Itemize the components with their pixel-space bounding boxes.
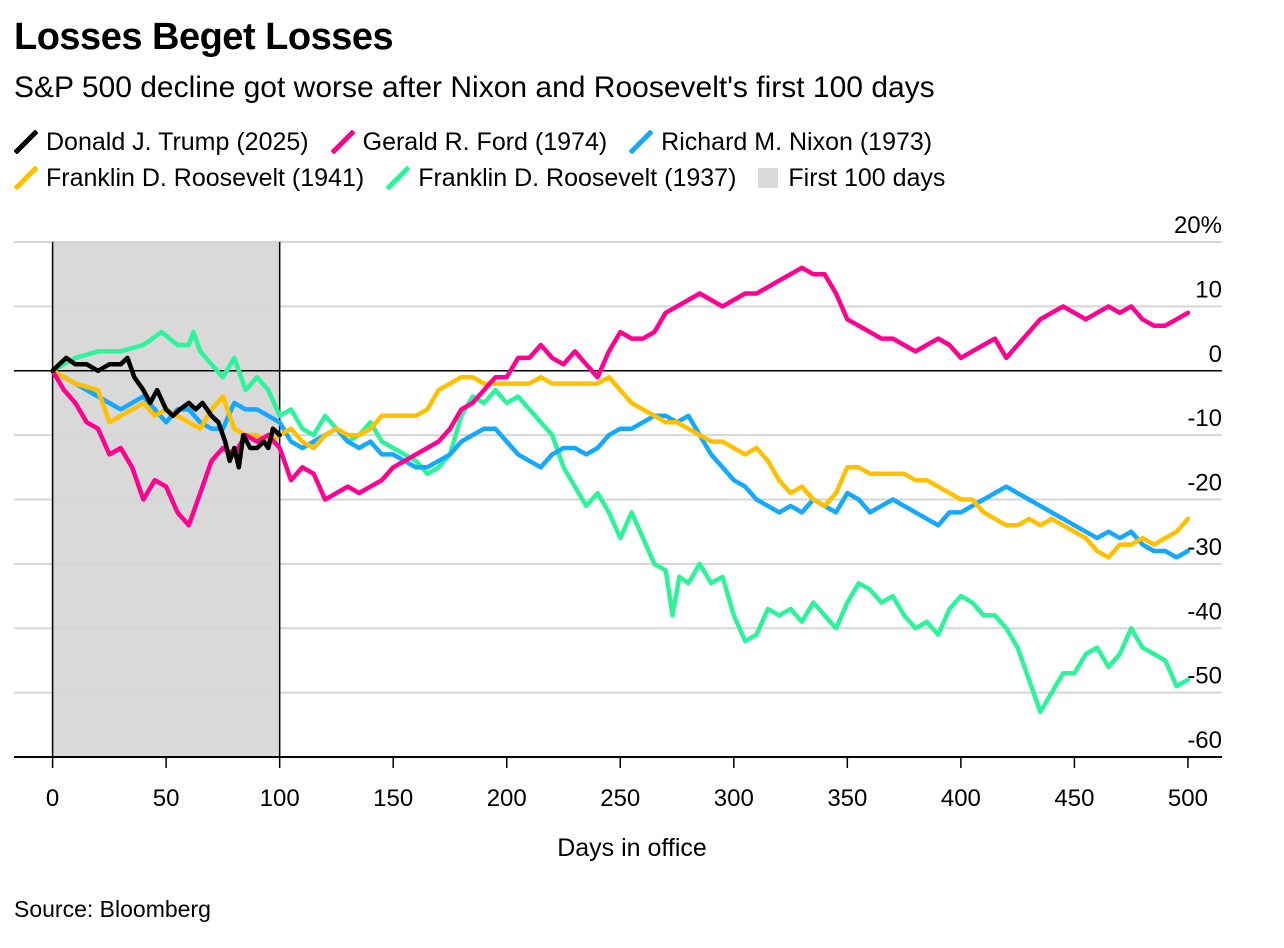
axis-layer: [14, 242, 1222, 768]
series-line-franklin-d-roosevelt-1937: [50, 329, 1191, 715]
x-tick-label: 400: [941, 785, 981, 812]
y-tick-label: -50: [1187, 663, 1222, 690]
legend-row-2: Franklin D. Roosevelt (1941) Franklin D.…: [14, 160, 1114, 196]
legend-label-ford: Gerald R. Ford (1974): [362, 127, 608, 156]
x-tick-label: 500: [1168, 785, 1208, 812]
legend-swatch-nixon: [629, 130, 654, 154]
x-tick-label: 100: [260, 785, 300, 812]
label-layer: 20%100-10-20-30-40-50-600 50 100 150 200 250 3…: [46, 212, 1222, 862]
legend-label-trump: Donald J. Trump (2025): [46, 127, 309, 156]
y-tick-label: 10: [1195, 276, 1222, 303]
legend-swatch-fdr-1941: [14, 166, 38, 190]
y-tick-label: 0: [1209, 341, 1222, 368]
legend-label-nixon: Richard M. Nixon (1973): [661, 127, 933, 156]
legend-swatch-trump: [14, 130, 38, 154]
y-tick-label: 20%: [1174, 212, 1222, 239]
legend-item-ford: Gerald R. Ford (1974): [330, 127, 608, 157]
x-tick-label: 50: [153, 785, 180, 812]
source-note: Source: Bloomberg: [14, 896, 211, 922]
y-tick-label: -10: [1187, 405, 1222, 432]
legend-swatch-ford: [330, 130, 355, 154]
x-tick-label: 350: [827, 785, 867, 812]
legend-row-1: Donald J. Trump (2025) Gerald R. Ford (1…: [14, 124, 1114, 160]
legend-item-trump: Donald J. Trump (2025): [14, 128, 309, 157]
series-line-richard-m-nixon-1973: [50, 368, 1191, 560]
x-axis-label: Days in office: [557, 834, 707, 862]
x-tick-label: 0: [46, 785, 59, 812]
line-chart: 20%100-10-20-30-40-50-600 50 100 150 200 250 3…: [14, 212, 1222, 862]
x-tick-label: 300: [714, 785, 754, 812]
y-tick-label: -20: [1187, 470, 1222, 497]
legend-item-fdr-1941: Franklin D. Roosevelt (1941): [14, 164, 364, 193]
legend-box-first-100-days: [758, 168, 779, 188]
legend-item-first-100-days: First 100 days: [758, 164, 945, 193]
x-tick-label: 200: [487, 785, 527, 812]
x-tick-label: 250: [600, 785, 640, 812]
legend-item-nixon: Richard M. Nixon (1973): [629, 128, 932, 157]
series-layer: [50, 265, 1191, 715]
y-tick-label: -60: [1187, 727, 1222, 754]
x-tick-label: 450: [1054, 785, 1094, 812]
x-tick-label: 150: [373, 785, 413, 812]
chart-title: Losses Beget Losses: [14, 16, 394, 58]
legend-label-fdr-1937: Franklin D. Roosevelt (1937): [418, 163, 737, 192]
legend-item-fdr-1937: Franklin D. Roosevelt (1937): [386, 164, 736, 193]
legend-label-first-100-days: First 100 days: [788, 163, 946, 192]
legend: Donald J. Trump (2025) Gerald R. Ford (1…: [14, 124, 1114, 196]
legend-label-fdr-1941: Franklin D. Roosevelt (1941): [46, 163, 365, 192]
chart-subtitle: S&P 500 decline got worse after Nixon an…: [14, 71, 935, 104]
legend-swatch-fdr-1937: [386, 166, 411, 190]
y-tick-label: -40: [1187, 598, 1222, 625]
series-line-donald-j-trump-2025: [50, 355, 282, 470]
y-tick-label: -30: [1187, 534, 1222, 561]
